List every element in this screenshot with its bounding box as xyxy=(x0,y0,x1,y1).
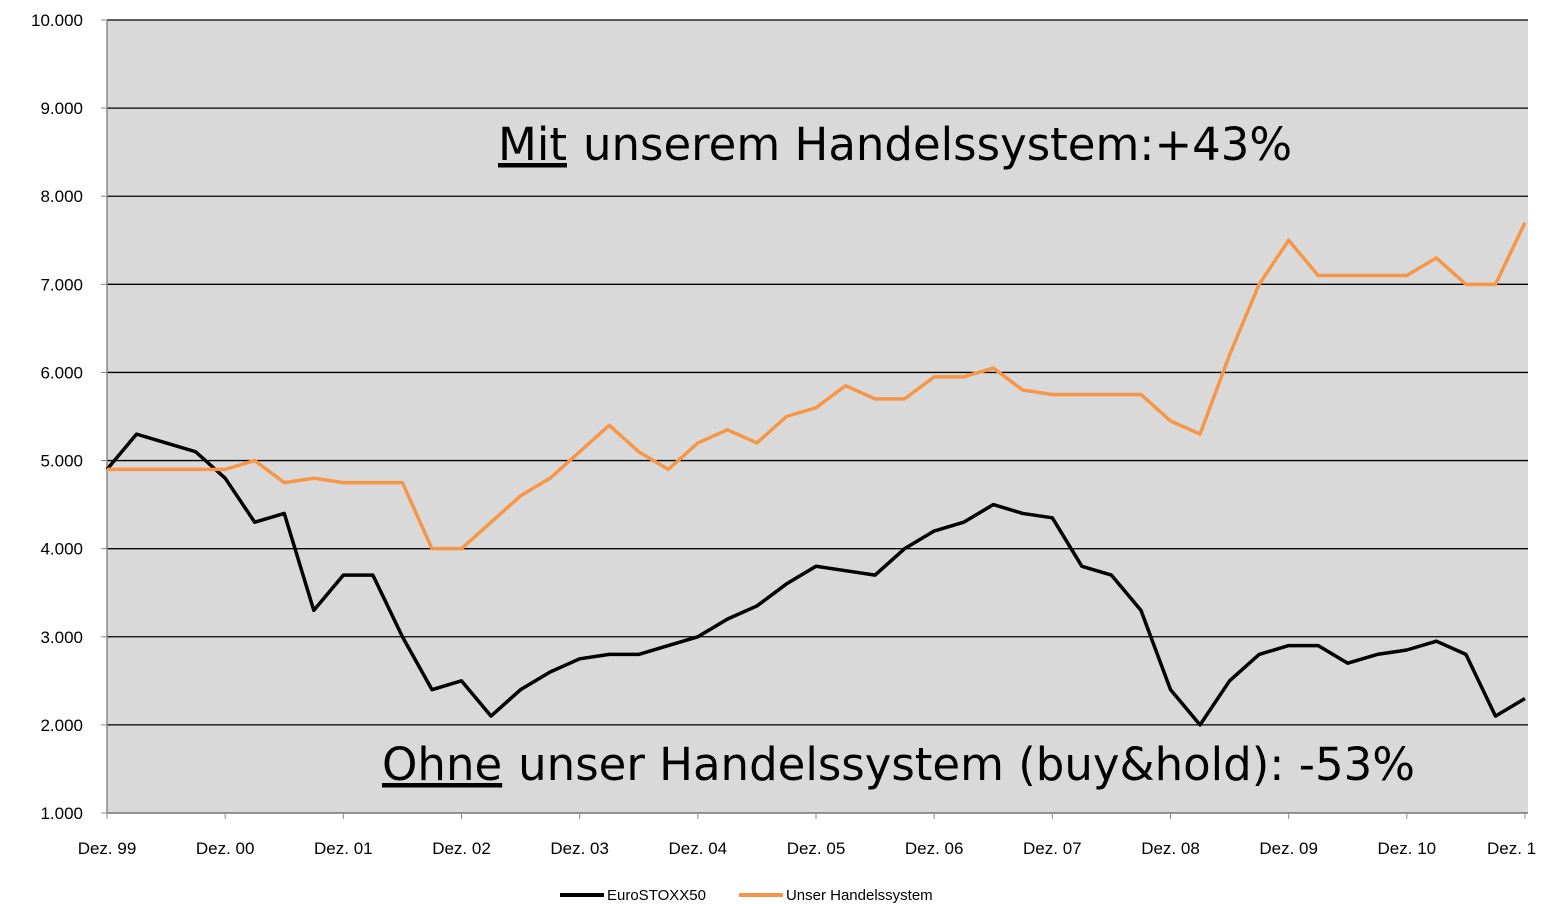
y-tick-label: 7.000 xyxy=(40,275,83,294)
annotation: Mit unserem Handelssystem:+43% xyxy=(498,118,1292,171)
annotation-text: unser Handelssystem (buy&hold): -53% xyxy=(518,738,1415,791)
legend-label: EuroSTOXX50 xyxy=(607,887,706,904)
x-tick-label: Dez. 1 xyxy=(1487,839,1536,858)
legend-label: Unser Handelssystem xyxy=(786,887,933,904)
y-tick-label: 5.000 xyxy=(40,452,83,471)
x-tick-label: Dez. 00 xyxy=(196,839,255,858)
y-tick-label: 6.000 xyxy=(40,363,83,382)
y-tick-label: 10.000 xyxy=(31,11,83,30)
y-tick-label: 1.000 xyxy=(40,804,83,823)
x-tick-label: Dez. 10 xyxy=(1378,839,1437,858)
annotation: Ohne unser Handelssystem (buy&hold): -53% xyxy=(382,738,1415,791)
y-tick-label: 4.000 xyxy=(40,540,83,559)
y-tick-label: 2.000 xyxy=(40,716,83,735)
x-tick-label: Dez. 02 xyxy=(432,839,491,858)
plot-area xyxy=(107,20,1528,813)
x-tick-label: Dez. 03 xyxy=(550,839,609,858)
y-tick-label: 8.000 xyxy=(40,187,83,206)
x-tick-label: Dez. 01 xyxy=(314,839,373,858)
y-tick-label: 9.000 xyxy=(40,99,83,118)
annotation-text: unserem Handelssystem:+43% xyxy=(583,118,1292,171)
annotation-emphasis: Mit xyxy=(498,118,567,171)
x-tick-label: Dez. 06 xyxy=(905,839,964,858)
y-tick-label: 3.000 xyxy=(40,628,83,647)
x-tick-label: Dez. 05 xyxy=(787,839,846,858)
series-line xyxy=(107,221,1527,551)
x-tick-label: Dez. 09 xyxy=(1259,839,1318,858)
series-line xyxy=(105,432,1526,727)
x-tick-label: Dez. 04 xyxy=(669,839,728,858)
x-tick-label: Dez. 08 xyxy=(1141,839,1200,858)
annotation-emphasis: Ohne xyxy=(382,738,502,791)
x-tick-label: Dez. 99 xyxy=(78,839,137,858)
x-tick-label: Dez. 07 xyxy=(1023,839,1082,858)
